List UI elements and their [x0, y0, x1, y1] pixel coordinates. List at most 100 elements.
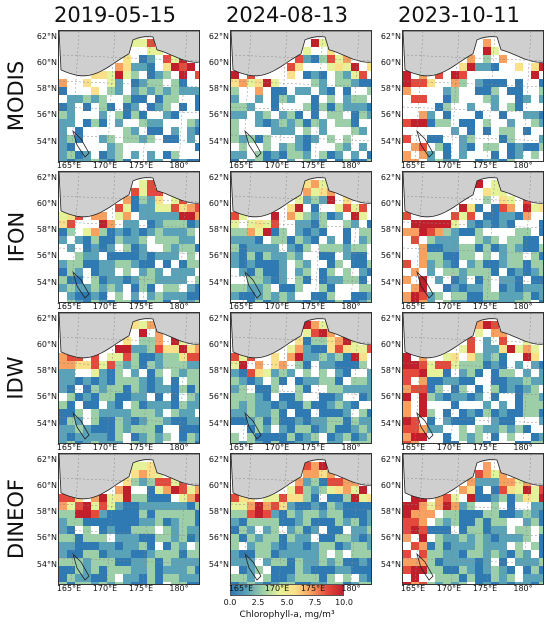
chlorophyll-cell — [343, 252, 351, 260]
chlorophyll-cell — [335, 425, 343, 433]
chlorophyll-cell — [231, 401, 239, 409]
chlorophyll-cell — [83, 284, 91, 292]
longitude-label: 165°E — [228, 584, 254, 593]
chlorophyll-cell — [279, 566, 287, 574]
chlorophyll-cell — [147, 441, 155, 443]
chlorophyll-cell — [483, 478, 491, 486]
chlorophyll-cell — [171, 337, 179, 345]
chlorophyll-cell — [163, 135, 171, 143]
chlorophyll-cell — [139, 377, 147, 385]
chlorophyll-cell — [483, 196, 491, 204]
chlorophyll-cell — [467, 135, 475, 143]
chlorophyll-cell — [195, 119, 199, 127]
chlorophyll-cell — [507, 550, 515, 558]
chlorophyll-cell — [91, 425, 99, 433]
chlorophyll-cell — [91, 71, 99, 79]
chlorophyll-cell — [187, 244, 195, 252]
map-canvas — [59, 454, 199, 584]
chlorophyll-cell — [515, 236, 523, 244]
chlorophyll-cell — [91, 292, 99, 300]
chlorophyll-cell — [295, 220, 303, 228]
chlorophyll-cell — [271, 252, 279, 260]
map-panel-dineof-2 — [230, 453, 372, 585]
chlorophyll-cell — [239, 385, 247, 393]
chlorophyll-cell — [163, 502, 171, 510]
chlorophyll-cell — [123, 558, 131, 566]
chlorophyll-cell — [163, 71, 171, 79]
chlorophyll-cell — [475, 111, 483, 119]
chlorophyll-cell — [531, 204, 539, 212]
chlorophyll-cell — [247, 558, 255, 566]
chlorophyll-cell — [335, 377, 343, 385]
chlorophyll-cell — [523, 574, 531, 582]
chlorophyll-cell — [539, 220, 543, 228]
chlorophyll-cell — [539, 582, 543, 584]
chlorophyll-cell — [171, 79, 179, 87]
chlorophyll-cell — [247, 401, 255, 409]
chlorophyll-cell — [403, 377, 411, 385]
chlorophyll-cell — [403, 228, 411, 236]
chlorophyll-cell — [319, 409, 327, 417]
chlorophyll-cell — [115, 486, 123, 494]
chlorophyll-cell — [115, 63, 123, 71]
chlorophyll-cell — [231, 127, 239, 135]
chlorophyll-cell — [435, 574, 443, 582]
chlorophyll-cell — [163, 87, 171, 95]
chlorophyll-cell — [435, 385, 443, 393]
chlorophyll-cell — [303, 337, 311, 345]
chlorophyll-cell — [67, 526, 75, 534]
chlorophyll-cell — [335, 550, 343, 558]
chlorophyll-cell — [195, 87, 199, 95]
latitude-label: 54°N — [36, 560, 57, 569]
chlorophyll-cell — [271, 385, 279, 393]
chlorophyll-cell — [491, 159, 499, 161]
chlorophyll-cell — [139, 361, 147, 369]
chlorophyll-cell — [67, 220, 75, 228]
chlorophyll-cell — [155, 377, 163, 385]
chlorophyll-cell — [411, 292, 419, 300]
chlorophyll-cell — [499, 361, 507, 369]
chlorophyll-cell — [239, 135, 247, 143]
chlorophyll-cell — [91, 268, 99, 276]
chlorophyll-cell — [231, 385, 239, 393]
chlorophyll-cell — [147, 361, 155, 369]
chlorophyll-cell — [195, 212, 199, 220]
chlorophyll-cell — [467, 502, 475, 510]
chlorophyll-cell — [459, 151, 467, 159]
chlorophyll-cell — [67, 566, 75, 574]
longitude-label: 175°E — [300, 161, 326, 170]
chlorophyll-cell — [75, 159, 83, 161]
chlorophyll-cell — [539, 284, 543, 292]
chlorophyll-cell — [187, 566, 195, 574]
chlorophyll-cell — [451, 550, 459, 558]
chlorophyll-cell — [287, 502, 295, 510]
chlorophyll-cell — [139, 212, 147, 220]
chlorophyll-cell — [179, 87, 187, 95]
chlorophyll-cell — [155, 518, 163, 526]
chlorophyll-cell — [523, 345, 531, 353]
chlorophyll-cell — [179, 574, 187, 582]
chlorophyll-cell — [467, 433, 475, 441]
chlorophyll-cell — [187, 409, 195, 417]
row-label-text: DINEOF — [4, 479, 29, 559]
longitude-label: 170°E — [92, 584, 118, 593]
chlorophyll-cell — [499, 79, 507, 87]
chlorophyll-cell — [499, 534, 507, 542]
chlorophyll-cell — [287, 353, 295, 361]
latitude-label: 54°N — [208, 560, 229, 569]
chlorophyll-cell — [83, 252, 91, 260]
chlorophyll-cell — [255, 409, 263, 417]
chlorophyll-cell — [427, 252, 435, 260]
chlorophyll-cell — [319, 582, 327, 584]
chlorophyll-cell — [99, 268, 107, 276]
chlorophyll-cell — [335, 260, 343, 268]
chlorophyll-cell — [491, 329, 499, 337]
chlorophyll-cell — [123, 127, 131, 135]
chlorophyll-cell — [295, 542, 303, 550]
chlorophyll-cell — [311, 71, 319, 79]
chlorophyll-cell — [171, 574, 179, 582]
chlorophyll-cell — [327, 292, 335, 300]
chlorophyll-cell — [279, 409, 287, 417]
chlorophyll-cell — [475, 558, 483, 566]
chlorophyll-cell — [239, 401, 247, 409]
